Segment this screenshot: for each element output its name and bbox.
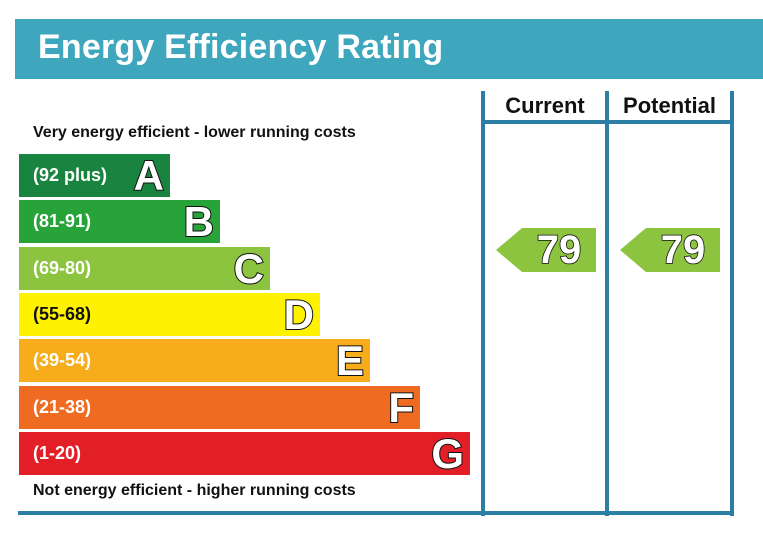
current-rating-value: 79 [536, 227, 582, 273]
band-letter: C [233, 244, 265, 293]
band-letter: B [183, 197, 215, 246]
potential-arrow-shape [620, 228, 720, 272]
frame-header-line [481, 120, 734, 124]
band-range-label: (81-91) [33, 211, 92, 231]
band-range-label: (21-38) [33, 397, 92, 417]
band-range-label: (39-54) [33, 350, 92, 370]
band-f: (21-38) F [19, 383, 420, 432]
band-letter: D [283, 290, 315, 339]
band-range-label: (69-80) [33, 258, 92, 278]
band-g: (1-20) G [19, 429, 470, 478]
bottom-note: Not energy efficient - higher running co… [33, 482, 356, 499]
band-b: (81-91) B [19, 197, 220, 246]
band-e: (39-54) E [19, 336, 370, 385]
frame-divider-middle [605, 91, 609, 516]
frame-bottom-line [18, 511, 734, 515]
current-arrow-shape [496, 228, 596, 272]
column-header-potential: Potential [623, 93, 716, 118]
band-a: (92 plus) A [19, 151, 170, 200]
page-title: Energy Efficiency Rating [38, 28, 444, 66]
top-note: Very energy efficient - lower running co… [33, 124, 356, 141]
band-d: (55-68) D [19, 290, 320, 339]
band-letter: F [387, 383, 415, 432]
band-letter: A [133, 151, 165, 200]
current-rating-arrow: 79 [496, 227, 596, 273]
band-c: (69-80) C [19, 244, 270, 293]
band-range-label: (55-68) [33, 304, 92, 324]
band-letter: G [430, 429, 465, 478]
column-header-current: Current [505, 93, 585, 118]
band-range-label: (1-20) [33, 443, 82, 463]
band-letter: E [335, 336, 365, 385]
frame-divider-left [481, 91, 485, 516]
frame-divider-right [730, 91, 734, 516]
potential-rating-value: 79 [660, 227, 706, 273]
title-bar: Energy Efficiency Rating [15, 19, 763, 79]
potential-rating-arrow: 79 [620, 227, 720, 273]
band-range-label: (92 plus) [33, 165, 108, 185]
